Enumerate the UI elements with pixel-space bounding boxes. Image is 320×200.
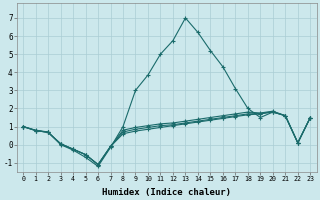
X-axis label: Humidex (Indice chaleur): Humidex (Indice chaleur) <box>102 188 231 197</box>
